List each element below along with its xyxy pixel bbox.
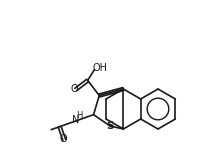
Text: S: S: [106, 121, 113, 131]
Text: N: N: [72, 115, 79, 125]
Text: O: O: [59, 134, 67, 144]
Text: O: O: [71, 83, 78, 93]
Text: OH: OH: [93, 63, 108, 73]
Text: H: H: [76, 111, 82, 120]
